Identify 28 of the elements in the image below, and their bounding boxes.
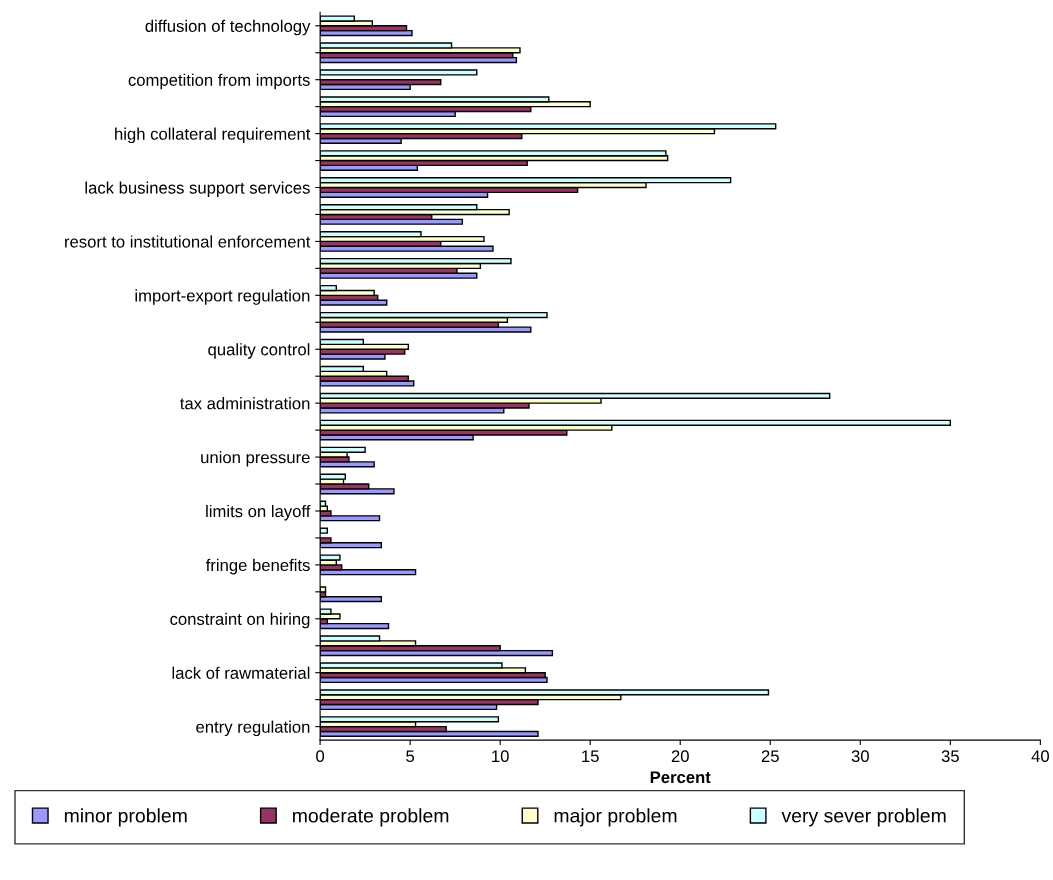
x-tick-label: 20	[671, 750, 689, 763]
y-tick-label: quality control	[208, 343, 310, 359]
legend-label: minor problem	[64, 808, 187, 827]
x-tick-label: 0	[316, 750, 325, 763]
x-tick-label: 25	[761, 750, 779, 763]
legend-label: moderate problem	[293, 808, 449, 827]
y-tick-label: high collateral requirement	[115, 127, 311, 144]
y-tick-label: lack business support services	[85, 181, 310, 198]
y-tick-label: diffusion of technology	[145, 19, 311, 36]
legend-label: very sever problem	[781, 808, 946, 827]
y-tick-label: union pressure	[201, 451, 310, 467]
x-tick-label: 40	[1031, 750, 1049, 763]
x-tick-label: 15	[582, 750, 599, 763]
y-tick-label: lack of rawmaterial	[172, 666, 310, 679]
y-tick-label: limits on layoff	[206, 504, 311, 521]
x-axis-title: Percent	[650, 771, 711, 784]
y-tick-label: tax administration	[180, 397, 310, 410]
y-tick-label: competition from imports	[128, 73, 310, 90]
y-tick-label: resort to institutional enforcement	[65, 235, 311, 248]
x-tick-label: 5	[406, 750, 415, 763]
y-tick-label: entry regulation	[196, 720, 310, 737]
x-tick-label: 35	[941, 750, 959, 763]
y-tick-label: import-export regulation	[135, 289, 310, 305]
x-tick-label: 10	[492, 750, 509, 763]
x-tick-label: 30	[851, 750, 869, 763]
legend-label: major problem	[554, 808, 677, 827]
y-tick-label: fringe benefits	[205, 558, 310, 575]
y-tick-label: constraint on hiring	[170, 612, 310, 629]
